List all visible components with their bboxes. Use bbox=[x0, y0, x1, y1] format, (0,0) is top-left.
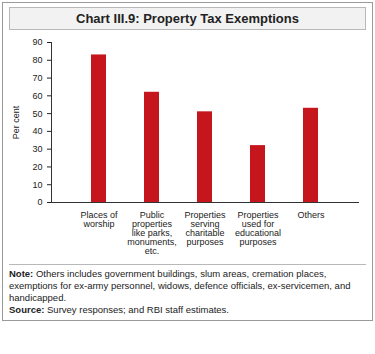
svg-text:Publicpropertieslike parks,mon: Publicpropertieslike parks,monuments,etc… bbox=[127, 210, 177, 256]
html-text:Chart III.9: Property Tax Exem: Chart III.9: Property Tax Exemptions bbox=[76, 11, 299, 26]
svg-text:Per cent: Per cent bbox=[11, 105, 21, 139]
svg-text:60: 60 bbox=[32, 91, 42, 101]
svg-text:0: 0 bbox=[37, 197, 42, 207]
svg-text:Places ofworship: Places ofworship bbox=[80, 210, 118, 229]
svg-text:Propertiesused foreducationalp: Propertiesused foreducationalpurposes bbox=[235, 210, 281, 247]
svg-text:10: 10 bbox=[32, 180, 42, 190]
html-text:Note: Others includes governme: Note: Others includes government buildin… bbox=[9, 268, 351, 303]
svg-text:90: 90 bbox=[32, 37, 42, 47]
html-text:Source: Survey responses; and: Source: Survey responses; and RBI staff … bbox=[9, 304, 229, 315]
svg-text:30: 30 bbox=[32, 144, 42, 154]
svg-text:40: 40 bbox=[32, 126, 42, 136]
svg-text:20: 20 bbox=[32, 162, 42, 172]
svg-text:Others: Others bbox=[297, 210, 325, 220]
svg-text:Propertiesservingcharitablepur: Propertiesservingcharitablepurposes bbox=[184, 210, 226, 247]
svg-text:50: 50 bbox=[32, 108, 42, 118]
svg-text:80: 80 bbox=[32, 55, 42, 65]
svg-text:70: 70 bbox=[32, 73, 42, 83]
